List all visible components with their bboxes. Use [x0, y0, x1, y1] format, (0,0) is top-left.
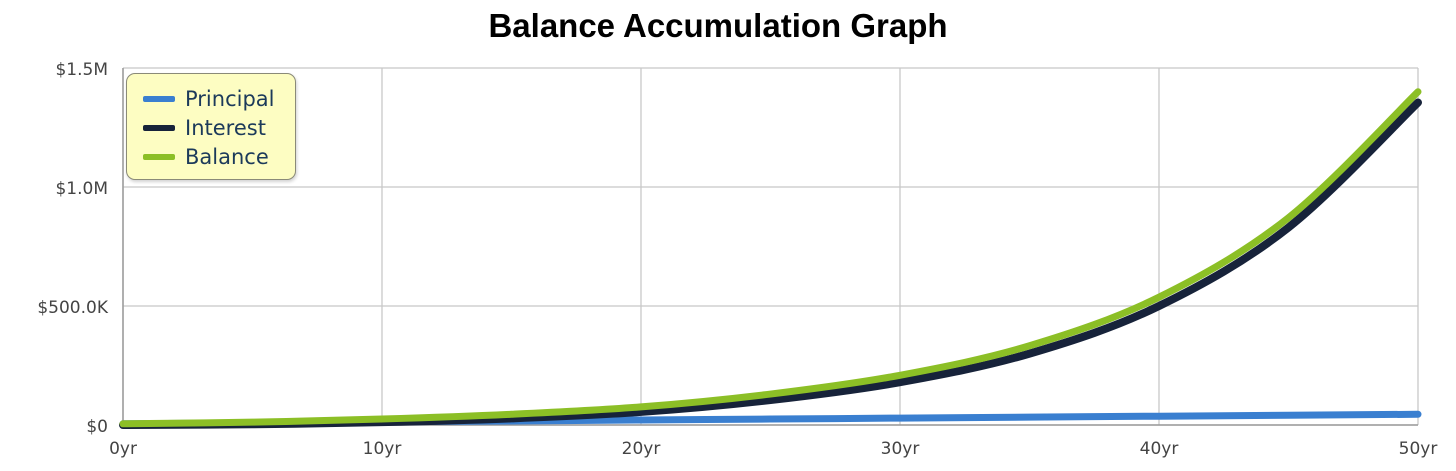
y-tick-label-2: $1.0M — [55, 179, 108, 199]
series-line-balance — [119, 88, 1422, 428]
legend-swatch-principal — [143, 95, 175, 102]
legend-swatch-interest — [143, 124, 175, 131]
legend-label-principal: Principal — [185, 86, 275, 111]
y-tick-label-1: $500.0K — [37, 298, 108, 318]
x-tick-label-2: 20yr — [622, 439, 661, 459]
legend-item-principal: Principal — [127, 84, 295, 113]
legend-item-balance: Balance — [127, 142, 295, 171]
x-tick-label-0: 0yr — [109, 439, 137, 459]
tick-labels: 0yr 10yr 20yr 30yr 40yr 50yr $0 $500.0K $1.0M $1.… — [37, 60, 1437, 459]
series-lines — [119, 88, 1422, 429]
x-tick-label-1: 10yr — [363, 439, 402, 459]
legend-item-interest: Interest — [127, 113, 295, 142]
legend: Principal Interest Balance — [126, 73, 296, 180]
x-tick-label-3: 30yr — [881, 439, 920, 459]
legend-label-interest: Interest — [185, 115, 266, 140]
chart-title: Balance Accumulation Graph — [488, 7, 948, 44]
x-tick-label-5: 50yr — [1399, 439, 1438, 459]
y-tick-label-0: $0 — [86, 417, 108, 437]
grid-lines — [122, 67, 1419, 426]
legend-swatch-balance — [143, 153, 175, 160]
x-tick-label-4: 40yr — [1140, 439, 1179, 459]
axes — [122, 68, 1418, 426]
legend-label-balance: Balance — [185, 144, 269, 169]
y-tick-label-3: $1.5M — [55, 60, 108, 80]
